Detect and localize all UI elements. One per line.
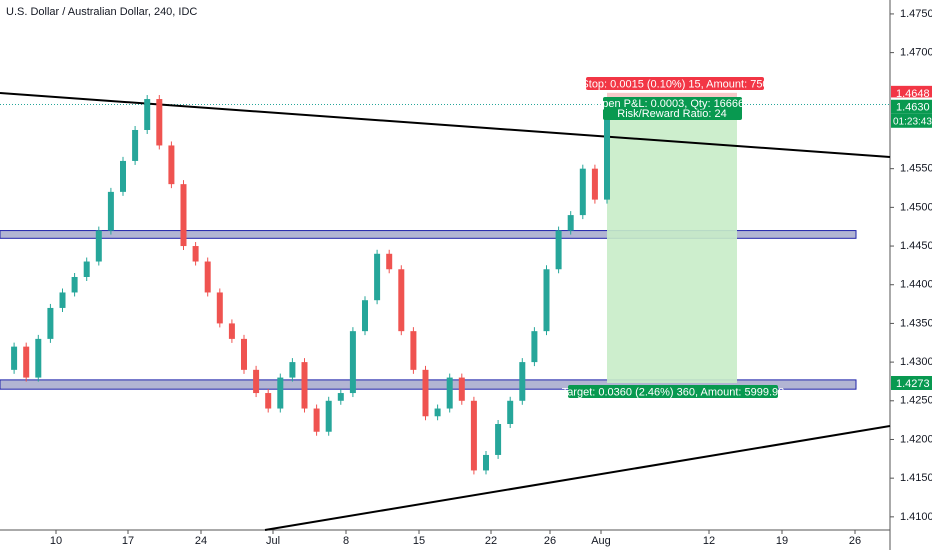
date-tick-label: 26 <box>849 535 861 547</box>
price-tick-label: 1.4500 <box>900 201 932 213</box>
candle <box>144 99 151 130</box>
stop-price-tag: 1.4648 <box>896 88 930 100</box>
profit-zone <box>607 104 737 383</box>
candle <box>434 408 441 417</box>
candle <box>277 377 284 409</box>
candle <box>483 454 489 471</box>
date-tick-label: 19 <box>776 535 788 547</box>
date-tick-label: Aug <box>591 535 611 547</box>
candle <box>35 338 42 378</box>
candle <box>83 261 90 277</box>
date-tick-label: 10 <box>50 535 62 547</box>
candle <box>579 168 586 216</box>
candle <box>228 323 235 339</box>
candle <box>349 331 356 394</box>
pnl-bg <box>603 97 742 120</box>
target-price-tag: 1.4273 <box>896 378 930 390</box>
candle <box>204 261 211 293</box>
price-tick-label: 1.4250 <box>900 395 932 407</box>
candle <box>398 269 405 332</box>
price-tick-label: 1.4300 <box>900 356 932 368</box>
candle <box>422 369 429 417</box>
candle <box>495 424 502 455</box>
price-tick-label: 1.4200 <box>900 433 932 445</box>
price-tick-label: 1.4550 <box>900 163 932 175</box>
candle <box>241 338 247 370</box>
target-label: Target: 0.0360 (2.46%) 360, Amount: 5999… <box>562 386 785 398</box>
candle <box>386 253 393 270</box>
candle <box>337 393 344 401</box>
candle <box>362 300 368 332</box>
countdown: 01:23:43 <box>893 116 932 127</box>
candle <box>71 276 78 293</box>
date-tick-label: 17 <box>122 535 134 547</box>
candle <box>458 377 465 401</box>
candle <box>470 400 477 471</box>
candle <box>507 400 514 424</box>
last-price-tag: 1.4630 <box>896 102 930 114</box>
candle <box>325 400 332 432</box>
candle <box>265 393 272 409</box>
candle <box>374 253 381 301</box>
support-zone <box>0 230 857 239</box>
price-tick-label: 1.4350 <box>900 317 932 329</box>
candle <box>313 408 320 432</box>
candle <box>446 377 453 409</box>
candle <box>216 292 223 324</box>
stop-price-tag-bg <box>891 85 932 100</box>
candle <box>59 292 66 308</box>
candle <box>120 160 126 192</box>
date-tick-label: 26 <box>544 535 556 547</box>
last-price-tag-bg <box>891 99 932 114</box>
candle <box>289 362 296 378</box>
date-tick-label: 12 <box>703 535 715 547</box>
candle <box>531 331 538 363</box>
candle <box>132 129 139 161</box>
price-tick-label: 1.4700 <box>900 47 932 59</box>
candle <box>555 230 562 270</box>
candle <box>95 230 102 262</box>
candle <box>591 168 598 200</box>
candle <box>47 307 54 339</box>
rr-label: Risk/Reward Ratio: 24 <box>617 108 726 120</box>
candle <box>23 346 30 378</box>
target-label-bg <box>568 385 778 398</box>
candle <box>192 246 199 262</box>
date-tick-label: 8 <box>343 535 349 547</box>
stop-label-bg <box>586 77 764 90</box>
candle <box>567 215 574 231</box>
date-tick-label: 15 <box>413 535 425 547</box>
candle <box>11 346 18 370</box>
candle <box>410 331 417 370</box>
candle <box>168 145 175 185</box>
candle <box>604 104 610 200</box>
date-tick-label: 22 <box>485 535 497 547</box>
symbol-title: U.S. Dollar / Australian Dollar, 240, ID… <box>6 6 197 18</box>
price-tick-label: 1.4400 <box>900 279 932 291</box>
price-tick-label: 1.4450 <box>900 240 932 252</box>
pnl-label: Open P&L: 0.0003, Qty: 166666 <box>594 98 751 110</box>
candle <box>253 369 260 394</box>
countdown-bg <box>891 113 932 128</box>
trend-line <box>264 425 891 531</box>
candle <box>543 269 550 332</box>
candle <box>301 362 308 409</box>
candle <box>156 99 163 146</box>
date-tick-label: 24 <box>195 535 207 547</box>
date-tick-label: Jul <box>266 535 280 547</box>
candle <box>519 362 526 401</box>
candle <box>180 184 187 247</box>
target-price-tag-bg <box>891 375 932 390</box>
price-tick-label: 1.4150 <box>900 472 932 484</box>
price-tick-label: 1.4750 <box>900 8 932 20</box>
price-tick-label: 1.4100 <box>900 511 932 523</box>
stop-label: Stop: 0.0015 (0.10%) 15, Amount: 750 <box>581 78 768 90</box>
candle <box>107 191 114 231</box>
